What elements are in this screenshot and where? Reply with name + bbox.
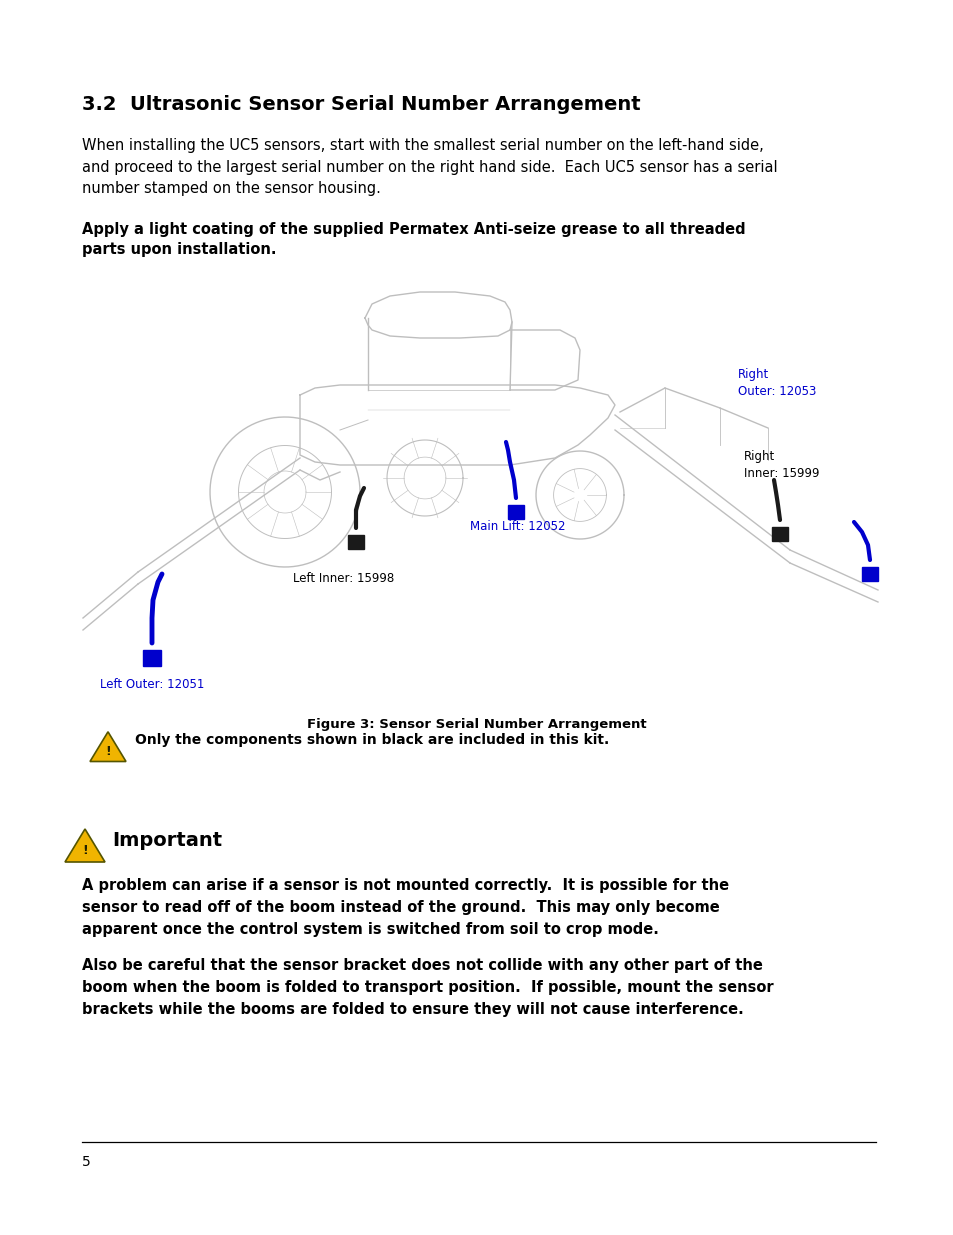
- Text: Left Inner: 15998: Left Inner: 15998: [293, 572, 394, 585]
- Text: 5: 5: [82, 1155, 91, 1170]
- Text: boom when the boom is folded to transport position.  If possible, mount the sens: boom when the boom is folded to transpor…: [82, 981, 773, 995]
- Text: apparent once the control system is switched from soil to crop mode.: apparent once the control system is swit…: [82, 923, 659, 937]
- Text: Main Lift: 12052: Main Lift: 12052: [470, 520, 565, 534]
- Text: Apply a light coating of the supplied Permatex Anti-seize grease to all threaded: Apply a light coating of the supplied Pe…: [82, 222, 745, 237]
- Text: 3.2  Ultrasonic Sensor Serial Number Arrangement: 3.2 Ultrasonic Sensor Serial Number Arra…: [82, 95, 640, 114]
- Text: Figure 3: Sensor Serial Number Arrangement: Figure 3: Sensor Serial Number Arrangeme…: [307, 718, 646, 731]
- Bar: [143, 650, 161, 666]
- Polygon shape: [90, 732, 126, 762]
- Text: Also be careful that the sensor bracket does not collide with any other part of : Also be careful that the sensor bracket …: [82, 958, 762, 973]
- Text: Right
Inner: 15999: Right Inner: 15999: [743, 450, 819, 480]
- Bar: [771, 527, 787, 541]
- Text: !: !: [105, 745, 111, 758]
- Text: Left Outer: 12051: Left Outer: 12051: [100, 678, 204, 692]
- Text: brackets while the booms are folded to ensure they will not cause interference.: brackets while the booms are folded to e…: [82, 1002, 743, 1016]
- Text: !: !: [82, 844, 88, 857]
- Bar: [862, 567, 877, 580]
- Text: Important: Important: [112, 830, 222, 850]
- Text: When installing the UC5 sensors, start with the smallest serial number on the le: When installing the UC5 sensors, start w…: [82, 138, 777, 196]
- Polygon shape: [65, 829, 105, 862]
- Text: Right
Outer: 12053: Right Outer: 12053: [738, 368, 816, 398]
- Text: Only the components shown in black are included in this kit.: Only the components shown in black are i…: [135, 734, 609, 747]
- Text: parts upon installation.: parts upon installation.: [82, 242, 276, 257]
- Text: sensor to read off of the boom instead of the ground.  This may only become: sensor to read off of the boom instead o…: [82, 900, 719, 915]
- Text: A problem can arise if a sensor is not mounted correctly.  It is possible for th: A problem can arise if a sensor is not m…: [82, 878, 728, 893]
- Bar: [507, 505, 523, 519]
- Bar: [348, 535, 364, 550]
